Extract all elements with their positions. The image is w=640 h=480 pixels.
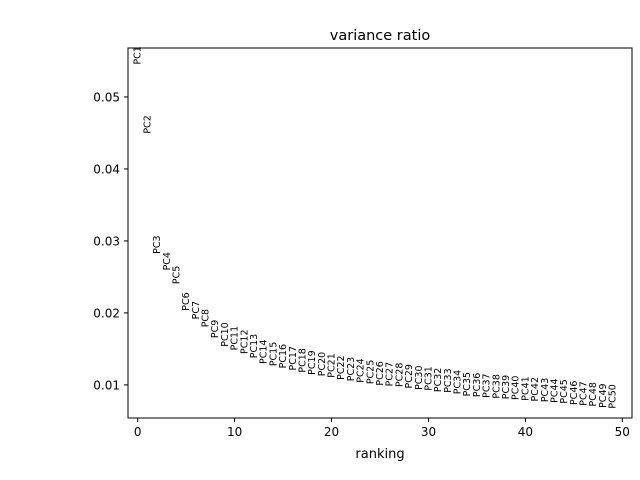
point-label-pc27: PC27 <box>385 362 396 386</box>
point-label-pc45: PC45 <box>559 379 570 403</box>
point-label-pc38: PC38 <box>491 374 502 398</box>
x-tick-label: 0 <box>134 425 142 439</box>
point-label-pc39: PC39 <box>501 375 512 399</box>
point-label-pc34: PC34 <box>453 370 464 394</box>
point-label-pc15: PC15 <box>268 342 279 366</box>
point-label-pc50: PC50 <box>608 384 619 408</box>
point-label-pc21: PC21 <box>327 353 338 377</box>
x-tick-label: 30 <box>421 425 436 439</box>
point-label-pc17: PC17 <box>288 346 299 370</box>
point-label-pc44: PC44 <box>549 378 560 402</box>
point-label-pc24: PC24 <box>356 358 367 382</box>
point-labels: PC1PC2PC3PC4PC5PC6PC7PC8PC9PC10PC11PC12P… <box>133 46 619 408</box>
point-label-pc31: PC31 <box>423 366 434 390</box>
point-label-pc47: PC47 <box>579 381 590 405</box>
y-tick-label: 0.04 <box>93 162 120 176</box>
y-tick-label: 0.01 <box>93 378 120 392</box>
point-label-pc20: PC20 <box>317 352 328 376</box>
point-label-pc46: PC46 <box>569 381 580 405</box>
point-label-pc10: PC10 <box>220 322 231 346</box>
point-label-pc16: PC16 <box>278 344 289 368</box>
point-label-pc25: PC25 <box>365 360 376 384</box>
point-label-pc33: PC33 <box>443 368 454 392</box>
point-label-pc12: PC12 <box>239 329 250 353</box>
point-label-pc42: PC42 <box>530 377 541 401</box>
x-tick-label: 50 <box>615 425 630 439</box>
point-label-pc29: PC29 <box>404 364 415 388</box>
point-label-pc36: PC36 <box>472 373 483 397</box>
point-label-pc4: PC4 <box>162 252 173 270</box>
axis-ticks: 0 10 20 30 40 50 0.01 0.02 0.03 0.04 0.05 <box>93 90 630 439</box>
point-label-pc41: PC41 <box>520 376 531 400</box>
point-label-pc8: PC8 <box>201 309 212 327</box>
point-label-pc6: PC6 <box>181 292 192 310</box>
point-label-pc22: PC22 <box>336 355 347 379</box>
plot-frame <box>127 47 633 419</box>
point-label-pc13: PC13 <box>249 334 260 358</box>
point-label-pc5: PC5 <box>171 266 182 284</box>
point-label-pc11: PC11 <box>230 326 241 350</box>
chart-title: variance ratio <box>330 28 431 44</box>
x-tick-label: 20 <box>324 425 339 439</box>
x-tick-label: 40 <box>518 425 533 439</box>
point-label-pc9: PC9 <box>210 320 221 338</box>
point-label-pc30: PC30 <box>414 365 425 389</box>
y-tick-label: 0.05 <box>93 90 120 104</box>
point-label-pc37: PC37 <box>482 373 493 397</box>
x-axis-label: ranking <box>355 447 404 462</box>
point-label-pc43: PC43 <box>540 378 551 402</box>
point-label-pc19: PC19 <box>307 350 318 374</box>
y-tick-label: 0.02 <box>93 306 120 320</box>
point-label-pc1: PC1 <box>133 46 144 64</box>
point-label-pc40: PC40 <box>511 376 522 400</box>
point-label-pc2: PC2 <box>142 115 153 133</box>
point-label-pc3: PC3 <box>152 235 163 253</box>
point-label-pc7: PC7 <box>191 301 202 319</box>
point-label-pc14: PC14 <box>259 340 270 364</box>
point-label-pc28: PC28 <box>394 363 405 387</box>
point-label-pc26: PC26 <box>375 361 386 385</box>
point-label-pc18: PC18 <box>297 348 308 372</box>
y-tick-label: 0.03 <box>93 234 120 248</box>
x-tick-label: 10 <box>227 425 242 439</box>
point-label-pc49: PC49 <box>598 383 609 407</box>
point-label-pc23: PC23 <box>346 357 357 381</box>
point-label-pc32: PC32 <box>433 368 444 392</box>
point-label-pc48: PC48 <box>588 382 599 406</box>
point-label-pc35: PC35 <box>462 372 473 396</box>
